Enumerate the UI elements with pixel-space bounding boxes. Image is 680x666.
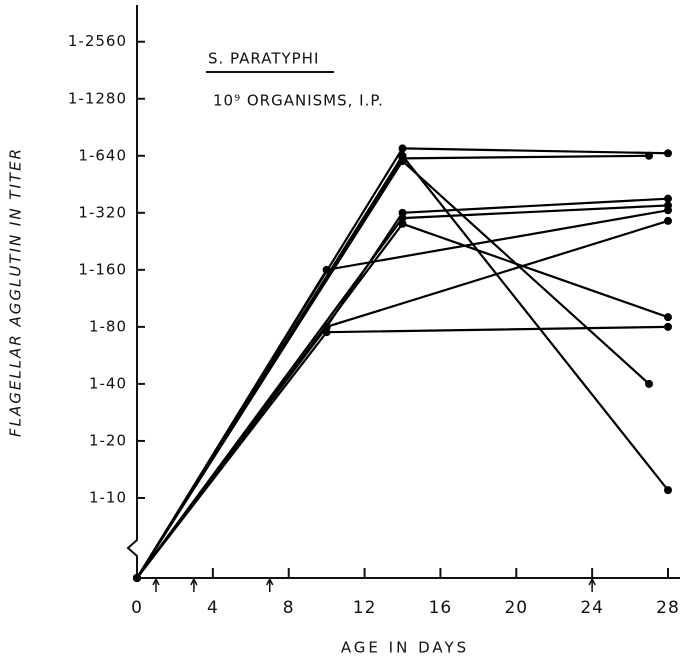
y-tick-label: 1-160	[78, 260, 127, 278]
y-axis	[126, 5, 138, 578]
data-point	[322, 265, 331, 274]
x-tick-label: 4	[207, 598, 219, 618]
y-tick-label: 1-1280	[68, 89, 127, 107]
y-tick-label: 1-20	[89, 431, 127, 449]
data-point	[664, 486, 672, 495]
x-axis-label: AGE IN DAYS	[341, 639, 469, 657]
data-point	[664, 322, 672, 331]
y-axis-label: FLAGELLAR AGGLUTIN IN TITER	[7, 147, 25, 437]
injection-arrow	[152, 577, 160, 592]
series-line	[136, 219, 669, 579]
data-point	[664, 201, 672, 210]
x-tick-label: 8	[283, 598, 295, 618]
series-line	[136, 204, 669, 579]
x-tick-label: 12	[353, 598, 377, 618]
series-line	[136, 209, 669, 579]
data-point	[398, 157, 407, 166]
data-point	[133, 574, 141, 582]
chart-title: S. PARATYPHI	[208, 50, 319, 68]
y-tick-label: 1-40	[89, 374, 127, 392]
x-tick-label: 24	[580, 598, 604, 618]
chart-subtitle: 10⁹ ORGANISMS, I.P.	[213, 92, 384, 110]
data-point	[664, 194, 672, 203]
data-point	[398, 144, 407, 153]
series-line	[136, 154, 650, 579]
injection-arrow	[266, 577, 274, 592]
data-point	[664, 149, 672, 158]
data-point	[322, 328, 331, 337]
data-point	[645, 379, 654, 388]
y-tick-label: 1-10	[89, 488, 127, 506]
data-point	[664, 216, 672, 225]
y-tick-label: 1-2560	[68, 32, 127, 50]
data-point	[398, 219, 407, 228]
data-point	[664, 313, 672, 322]
x-tick-label: 28	[656, 598, 680, 618]
injection-arrow	[190, 577, 198, 592]
data-point	[398, 214, 407, 223]
y-tick-label: 1-80	[89, 317, 127, 335]
x-tick-label: 20	[504, 598, 528, 618]
y-tick-label: 1-320	[78, 203, 127, 221]
series-line	[136, 222, 669, 579]
data-point	[645, 151, 654, 160]
x-tick-label: 16	[429, 598, 453, 618]
x-tick-label: 0	[131, 598, 143, 618]
y-tick-label: 1-640	[78, 146, 127, 164]
injection-arrow	[588, 577, 596, 592]
